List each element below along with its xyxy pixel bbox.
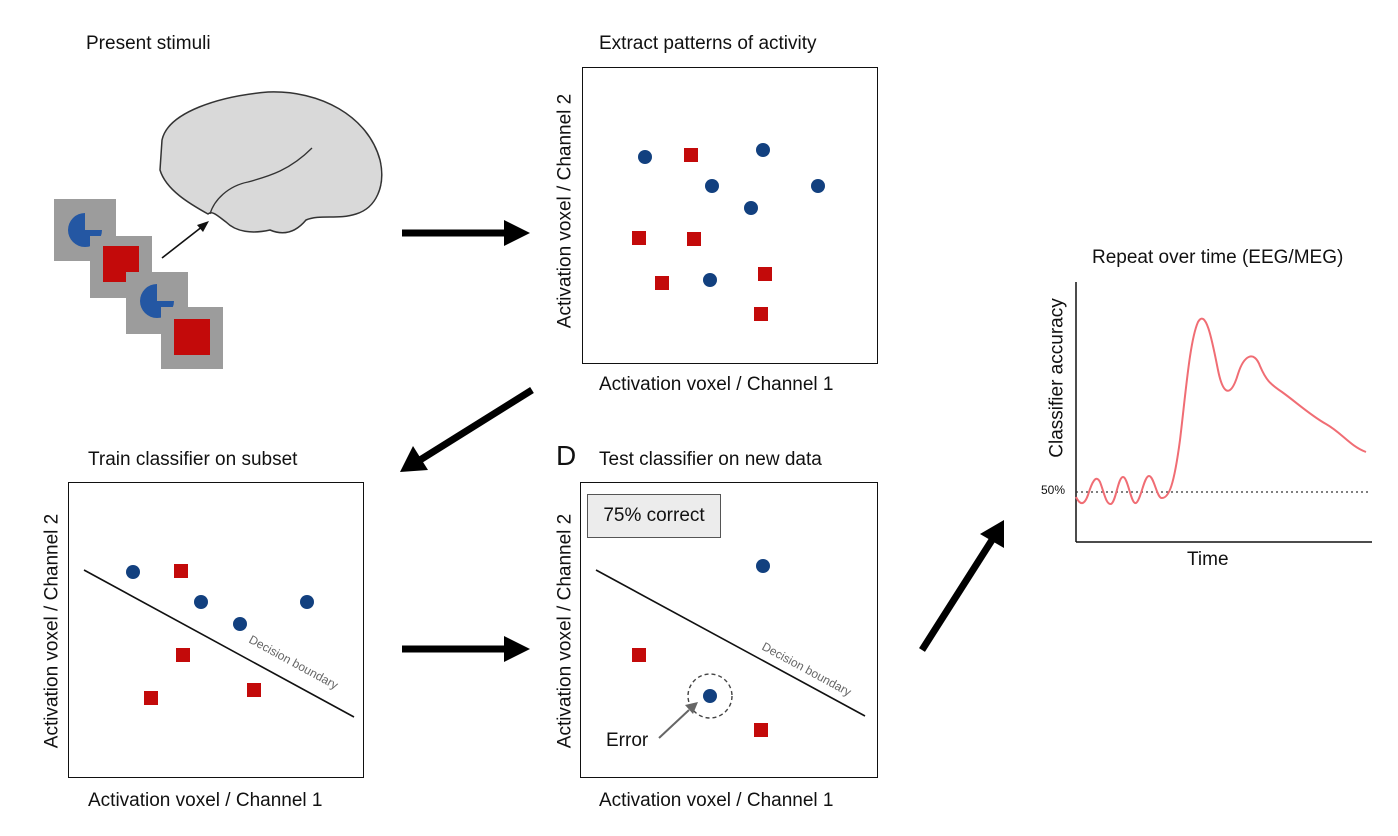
stimulus-card-4 <box>161 307 223 369</box>
circle-point <box>756 559 770 573</box>
square-point <box>632 231 646 245</box>
error-circle-point <box>703 689 717 703</box>
error-arrow <box>658 709 690 739</box>
stimulus-card-2 <box>90 236 152 298</box>
circle-point <box>756 143 770 157</box>
circle-point <box>300 595 314 609</box>
test-title: Test classifier on new data <box>599 449 822 470</box>
decision-boundary-line <box>595 569 866 717</box>
repeat-title: Repeat over time (EEG/MEG) <box>1092 247 1344 268</box>
timecourse-y-axis-label: Classifier accuracy <box>1046 298 1068 458</box>
test-y-axis-label: Activation voxel / Channel 2 <box>554 513 576 749</box>
train-title: Train classifier on subset <box>88 449 298 470</box>
brain-illustration <box>159 91 383 234</box>
train-x-axis-label: Activation voxel / Channel 1 <box>88 790 323 811</box>
error-ring <box>687 673 733 719</box>
train-y-axis-label: Activation voxel / Channel 2 <box>41 513 63 749</box>
arrow-up-right <box>919 520 1004 652</box>
error-label: Error <box>606 730 649 751</box>
stimuli-illustration <box>54 91 383 369</box>
square-point <box>144 691 158 705</box>
extract-x-axis-label: Activation voxel / Channel 1 <box>599 374 834 395</box>
square-point <box>247 683 261 697</box>
square-point <box>687 232 701 246</box>
train-scatter-panel: Decision boundary <box>68 482 364 778</box>
accuracy-curve <box>1075 317 1367 505</box>
decision-boundary-line <box>83 569 355 718</box>
timecourse-x-axis-label: Time <box>1187 549 1229 570</box>
extract-scatter-panel <box>582 67 878 364</box>
circle-point <box>638 150 652 164</box>
square-point <box>754 723 768 737</box>
square-point <box>174 564 188 578</box>
circle-point <box>233 617 247 631</box>
circle-point <box>811 179 825 193</box>
error-arrow-head <box>685 702 698 714</box>
square-point <box>684 148 698 162</box>
square-point <box>758 267 772 281</box>
circle-point <box>705 179 719 193</box>
extract-y-axis-label: Activation voxel / Channel 2 <box>554 93 576 329</box>
panel-letter: D <box>556 440 577 471</box>
square-point <box>754 307 768 321</box>
square-point <box>655 276 669 290</box>
extract-title: Extract patterns of activity <box>599 33 817 54</box>
circle-point <box>744 201 758 215</box>
present-stimuli-title: Present stimuli <box>86 33 211 54</box>
circle-point <box>194 595 208 609</box>
arrow-down-left <box>400 387 534 472</box>
decision-boundary-label: Decision boundary <box>760 639 854 699</box>
arrow-right-bottom <box>402 636 530 662</box>
accuracy-badge: 75% correct <box>587 494 721 538</box>
circle-point <box>703 273 717 287</box>
chance-level-label: 50% <box>1041 483 1066 497</box>
square-point <box>632 648 646 662</box>
square-point <box>176 648 190 662</box>
arrow-right-top <box>402 220 530 246</box>
test-x-axis-label: Activation voxel / Channel 1 <box>599 790 834 811</box>
circle-point <box>126 565 140 579</box>
timecourse-plot <box>1075 282 1372 543</box>
